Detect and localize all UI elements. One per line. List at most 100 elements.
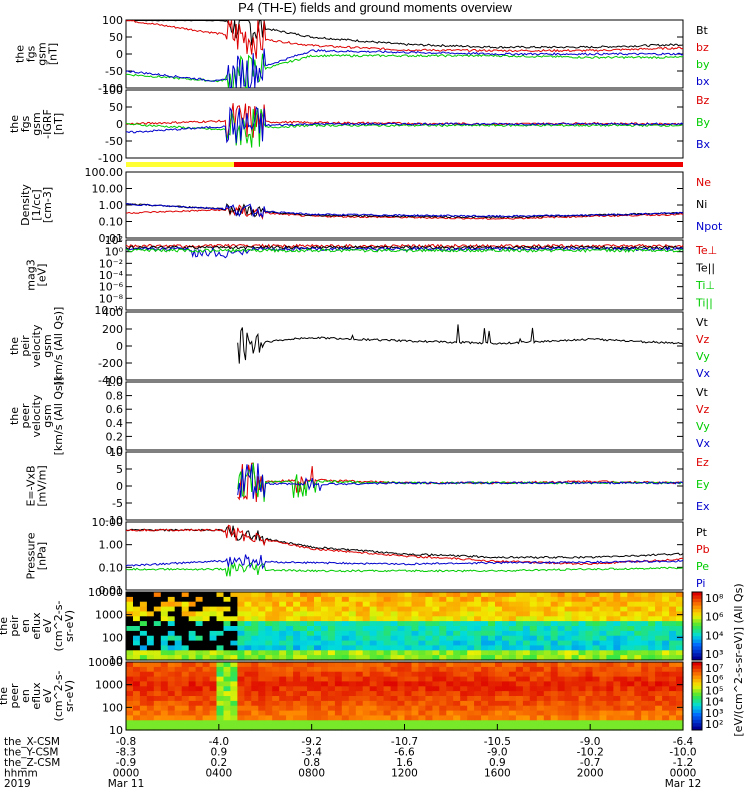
heatmap-cell (237, 681, 245, 687)
y-tick-label: 0 (116, 48, 123, 61)
y-tick-label: 0.10 (99, 561, 124, 574)
heatmap-cell (634, 596, 642, 603)
y-tick-label: 200 (102, 323, 123, 336)
heatmap-cell (174, 700, 183, 707)
heatmap-cell (655, 630, 663, 637)
y-axis-label-line: [eV] (36, 264, 49, 287)
heatmap-cell (425, 710, 433, 717)
heatmap-cell (495, 676, 503, 683)
heatmap-cell (453, 596, 461, 603)
heatmap-cell (543, 626, 552, 632)
heatmap-cell (564, 710, 573, 717)
heatmap-cell (265, 601, 273, 608)
heatmap-cell (467, 700, 475, 707)
heatmap-cell (258, 645, 266, 651)
heatmap-cell (543, 666, 552, 673)
heatmap-cell (244, 662, 252, 668)
heatmap-cell (411, 655, 420, 661)
heatmap-cell (390, 606, 399, 613)
data-line-Ni (125, 203, 684, 219)
x-year-label: 2019 (4, 778, 31, 790)
heatmap-cell (202, 616, 211, 622)
y-tick-label: 0.2 (106, 430, 124, 443)
colorbar-tick-label: 10⁶ (705, 611, 724, 624)
heatmap-cell (383, 655, 392, 661)
heatmap-cell (543, 681, 552, 687)
heatmap-cell (404, 611, 413, 617)
heatmap-cell (369, 626, 378, 632)
heatmap-cell (258, 662, 266, 668)
heatmap-cell (550, 715, 559, 721)
x-tick-label: 1600 (484, 768, 511, 780)
y-axis-label: Density[1/cc][cm-3] (19, 184, 54, 226)
heatmap-cell (592, 710, 601, 717)
heatmap-cell (272, 686, 280, 692)
heatmap-cell (300, 686, 308, 692)
heatmap-cell (634, 635, 642, 642)
heatmap-cell (502, 662, 510, 668)
heatmap-cell (230, 635, 238, 642)
heatmap-cell (495, 666, 503, 673)
heatmap-cell (474, 592, 482, 598)
heatmap-cell (606, 666, 614, 673)
heatmap-cell (564, 596, 573, 603)
heatmap-cell (508, 725, 517, 731)
heatmap-cell (446, 666, 454, 673)
heatmap-cell (272, 705, 280, 712)
heatmap-cell (251, 626, 259, 632)
heatmap-cell (300, 630, 308, 637)
heatmap-cell (174, 626, 183, 632)
heatmap-cell (139, 592, 148, 598)
heatmap-cell (251, 686, 259, 692)
x-tick-label: -10.0 (669, 747, 696, 759)
heatmap-cell (508, 635, 517, 642)
heatmap-cell (599, 626, 608, 632)
heatmap-cell (495, 700, 503, 707)
heatmap-cell (571, 662, 580, 668)
heatmap-cell (321, 720, 329, 726)
heatmap-cell (425, 725, 433, 731)
heatmap-cell (300, 635, 308, 642)
y-tick-label: 10⁻⁶ (99, 281, 124, 294)
heatmap-cell (439, 676, 447, 683)
heatmap-cell (223, 691, 232, 697)
heatmap-cell (655, 592, 663, 598)
heatmap-cell (188, 592, 197, 598)
heatmap-cell (188, 691, 197, 697)
heatmap-cell (620, 645, 628, 651)
heatmap-cell (133, 635, 141, 642)
heatmap-cell (300, 650, 308, 656)
heatmap-cell (439, 720, 447, 726)
heatmap-cell (620, 616, 628, 622)
heatmap-cell (258, 650, 266, 656)
heatmap-cell (571, 700, 580, 707)
heatmap-cell (585, 720, 594, 726)
heatmap-cell (676, 596, 684, 603)
heatmap-cell (508, 655, 517, 661)
heatmap-cell (585, 616, 594, 622)
heatmap-cell (669, 681, 677, 687)
heatmap-cell (550, 700, 559, 707)
heatmap-cell (188, 696, 197, 702)
heatmap-cell (390, 705, 399, 712)
heatmap-cell (167, 626, 176, 632)
heatmap-cell (536, 710, 545, 717)
heatmap-cell (355, 640, 364, 647)
y-tick-label: 100 (102, 14, 123, 27)
heatmap-cell (126, 621, 134, 627)
heatmap-cell (432, 601, 440, 608)
heatmap-cell (592, 630, 601, 637)
heatmap-cell (139, 596, 148, 603)
heatmap-cell (571, 606, 580, 613)
heatmap-cell (321, 666, 329, 673)
heatmap-cell (216, 725, 225, 731)
heatmap-cell (300, 592, 308, 598)
heatmap-cell (397, 691, 406, 697)
heatmap-cell (293, 626, 301, 632)
heatmap-cell (571, 592, 580, 598)
heatmap-cell (648, 705, 656, 712)
heatmap-cell (641, 616, 649, 622)
heatmap-cell (467, 696, 475, 702)
heatmap-cell (578, 700, 587, 707)
heatmap-cell (564, 720, 573, 726)
